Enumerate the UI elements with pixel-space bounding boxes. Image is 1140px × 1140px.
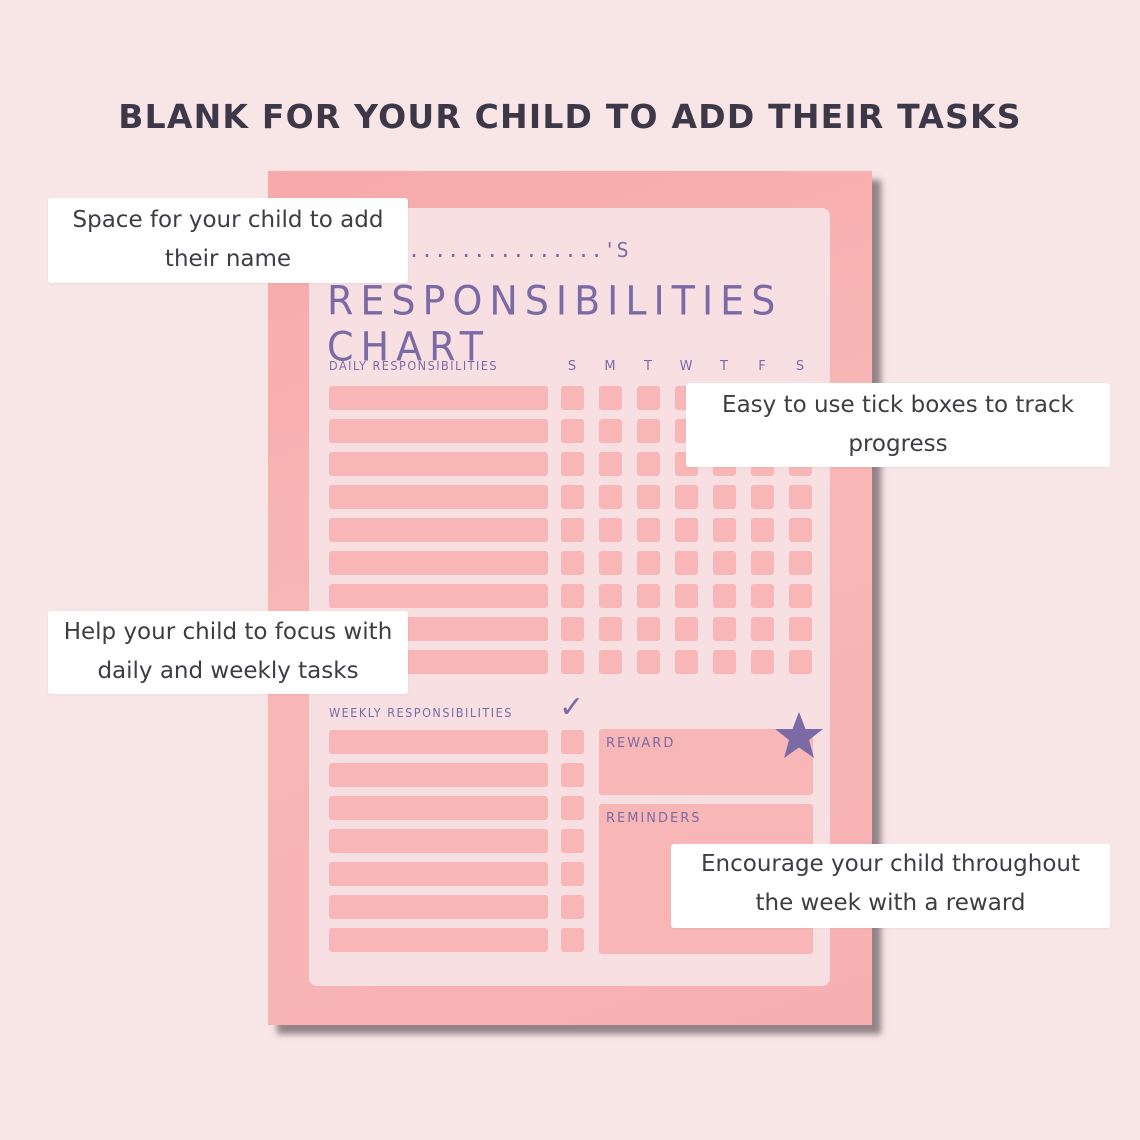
daily-tick-box[interactable] (599, 386, 622, 410)
daily-tick-box[interactable] (675, 584, 698, 608)
star-icon (775, 712, 823, 758)
weekly-task-field[interactable] (329, 862, 548, 886)
daily-tick-box[interactable] (561, 584, 584, 608)
daily-tick-box[interactable] (713, 518, 736, 542)
daily-task-field[interactable] (329, 584, 548, 608)
daily-tick-box[interactable] (561, 650, 584, 674)
headline: BLANK FOR YOUR CHILD TO ADD THEIR TASKS (118, 97, 1022, 136)
daily-tick-box[interactable] (675, 518, 698, 542)
daily-tick-box[interactable] (713, 551, 736, 575)
daily-task-field[interactable] (329, 551, 548, 575)
daily-tick-box[interactable] (751, 650, 774, 674)
daily-tick-box[interactable] (675, 617, 698, 641)
weekly-tick-box[interactable] (561, 829, 584, 853)
daily-tick-box[interactable] (637, 650, 660, 674)
daily-tick-box[interactable] (751, 584, 774, 608)
daily-tick-box[interactable] (675, 551, 698, 575)
weekly-tick-box[interactable] (561, 796, 584, 820)
weekly-task-field[interactable] (329, 796, 548, 820)
daily-tick-box[interactable] (599, 452, 622, 476)
daily-tick-box[interactable] (751, 617, 774, 641)
daily-tick-box[interactable] (561, 485, 584, 509)
weekly-task-field[interactable] (329, 928, 548, 952)
day-header: T (720, 359, 728, 374)
daily-tick-box[interactable] (713, 617, 736, 641)
name-line: ...............'S (408, 238, 630, 262)
daily-tick-box[interactable] (637, 584, 660, 608)
daily-tick-box[interactable] (637, 485, 660, 509)
check-icon: ✓ (559, 690, 585, 725)
daily-task-field[interactable] (329, 518, 548, 542)
daily-tick-box[interactable] (599, 518, 622, 542)
weekly-tick-box[interactable] (561, 862, 584, 886)
daily-tick-box[interactable] (751, 518, 774, 542)
daily-tick-box[interactable] (789, 518, 812, 542)
daily-tick-box[interactable] (599, 419, 622, 443)
daily-section-label: DAILY RESPONSIBILITIES (329, 358, 499, 373)
daily-tick-box[interactable] (637, 617, 660, 641)
daily-tick-box[interactable] (599, 617, 622, 641)
daily-tick-box[interactable] (675, 485, 698, 509)
daily-tick-box[interactable] (713, 584, 736, 608)
daily-tick-box[interactable] (637, 419, 660, 443)
daily-tick-box[interactable] (789, 485, 812, 509)
weekly-section-label: WEEKLY RESPONSIBILITIES (329, 705, 513, 720)
callout-reward: Encourage your child throughout the week… (671, 844, 1110, 928)
daily-tick-box[interactable] (599, 650, 622, 674)
day-header: W (679, 359, 693, 374)
daily-tick-box[interactable] (561, 419, 584, 443)
reminders-label: REMINDERS (606, 811, 702, 826)
daily-tick-box[interactable] (599, 485, 622, 509)
daily-tick-box[interactable] (637, 551, 660, 575)
daily-tick-box[interactable] (789, 650, 812, 674)
daily-tick-box[interactable] (789, 551, 812, 575)
daily-tick-box[interactable] (789, 584, 812, 608)
daily-tick-box[interactable] (561, 386, 584, 410)
daily-tick-box[interactable] (751, 551, 774, 575)
daily-tick-box[interactable] (637, 518, 660, 542)
callout-tick-boxes: Easy to use tick boxes to track progress (686, 383, 1110, 467)
weekly-task-field[interactable] (329, 895, 548, 919)
day-header: S (567, 359, 577, 374)
weekly-task-field[interactable] (329, 763, 548, 787)
daily-tick-box[interactable] (713, 485, 736, 509)
daily-tick-box[interactable] (675, 650, 698, 674)
day-header: S (795, 359, 805, 374)
callout-focus-tasks: Help your child to focus with daily and … (48, 611, 408, 694)
day-header: F (758, 359, 766, 374)
daily-tick-box[interactable] (561, 518, 584, 542)
weekly-tick-box[interactable] (561, 895, 584, 919)
daily-task-field[interactable] (329, 386, 548, 410)
daily-tick-box[interactable] (713, 650, 736, 674)
day-header: T (644, 359, 652, 374)
daily-tick-box[interactable] (561, 617, 584, 641)
daily-tick-box[interactable] (599, 584, 622, 608)
reward-box[interactable]: REWARD (599, 729, 813, 795)
weekly-tick-box[interactable] (561, 763, 584, 787)
daily-task-field[interactable] (329, 452, 548, 476)
daily-tick-box[interactable] (561, 551, 584, 575)
day-header: M (604, 359, 616, 374)
callout-name-space: Space for your child to add their name (48, 198, 408, 283)
daily-tick-box[interactable] (561, 452, 584, 476)
daily-task-field[interactable] (329, 419, 548, 443)
chart-title: RESPONSIBILITIES CHART (327, 277, 783, 371)
daily-tick-box[interactable] (637, 452, 660, 476)
reward-label: REWARD (606, 736, 676, 751)
daily-tick-box[interactable] (599, 551, 622, 575)
daily-tick-box[interactable] (637, 386, 660, 410)
weekly-tick-box[interactable] (561, 928, 584, 952)
daily-tick-box[interactable] (751, 485, 774, 509)
daily-tick-box[interactable] (789, 617, 812, 641)
weekly-tick-box[interactable] (561, 730, 584, 754)
weekly-task-field[interactable] (329, 829, 548, 853)
weekly-task-field[interactable] (329, 730, 548, 754)
daily-task-field[interactable] (329, 485, 548, 509)
